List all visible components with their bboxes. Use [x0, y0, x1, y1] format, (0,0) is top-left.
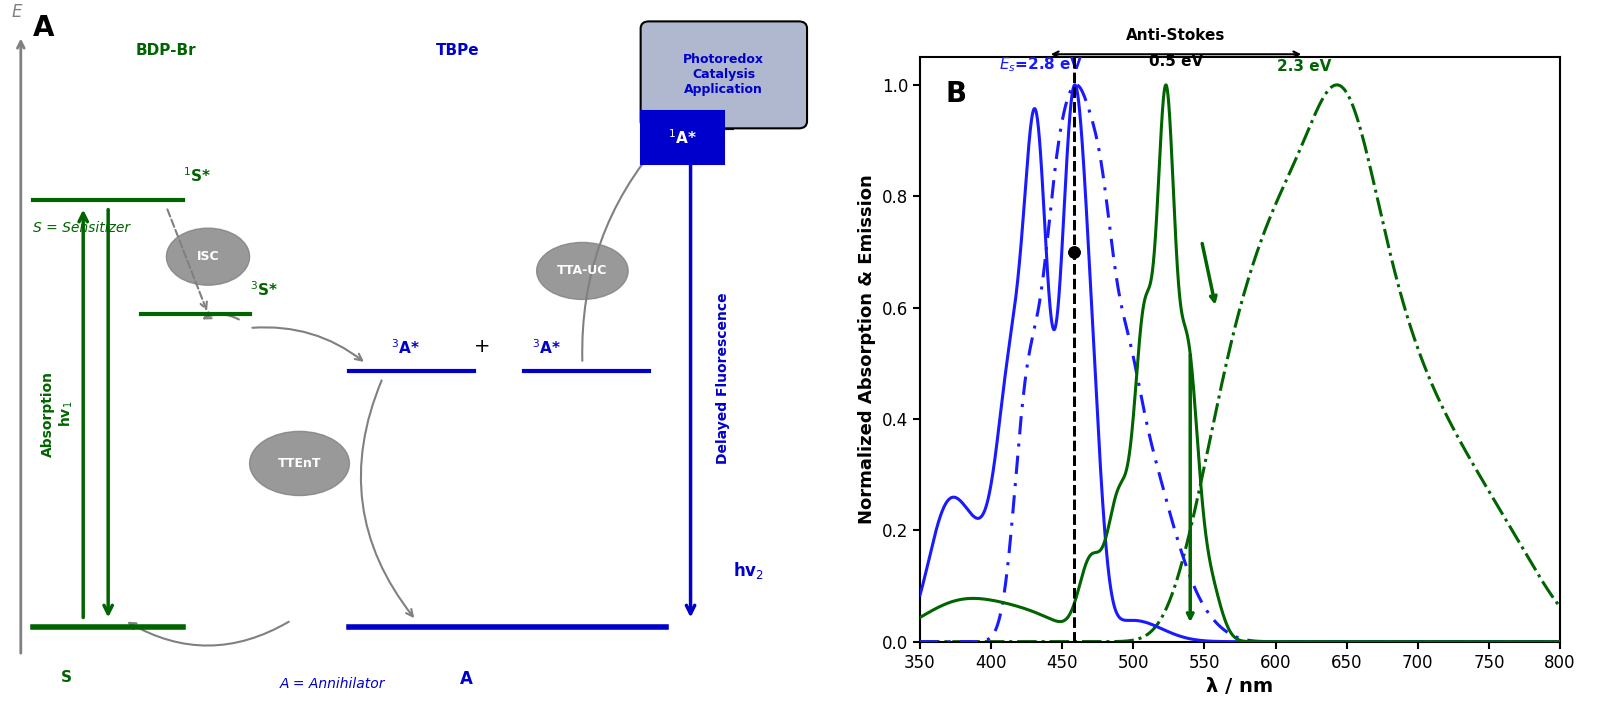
Text: E: E	[11, 4, 22, 21]
Text: TTA-UC: TTA-UC	[557, 265, 608, 277]
Text: A: A	[459, 670, 472, 688]
X-axis label: λ / nm: λ / nm	[1206, 677, 1274, 696]
FancyBboxPatch shape	[640, 111, 723, 164]
Text: $^3$A*: $^3$A*	[533, 338, 562, 356]
FancyBboxPatch shape	[640, 21, 806, 128]
Text: ISC: ISC	[197, 250, 219, 263]
Text: Delayed Fluorescence: Delayed Fluorescence	[715, 292, 730, 463]
Y-axis label: Normalized Absorption & Emission: Normalized Absorption & Emission	[858, 175, 877, 524]
Text: TBPe: TBPe	[435, 43, 480, 58]
Text: Absorption
hv$_1$: Absorption hv$_1$	[42, 371, 75, 456]
Ellipse shape	[250, 431, 349, 496]
Text: A = Annihilator: A = Annihilator	[280, 677, 386, 692]
Text: hv$_2$: hv$_2$	[733, 560, 765, 581]
Text: S = Sensitizer: S = Sensitizer	[34, 221, 131, 235]
Text: $^3$S*: $^3$S*	[250, 281, 278, 299]
Text: +: +	[474, 337, 491, 356]
Text: S: S	[61, 670, 72, 685]
Ellipse shape	[536, 242, 629, 299]
Text: 0.5 eV: 0.5 eV	[1149, 54, 1203, 69]
Text: B: B	[946, 81, 966, 108]
Ellipse shape	[166, 228, 250, 285]
Text: A: A	[34, 14, 54, 42]
Text: Anti-Stokes: Anti-Stokes	[1126, 28, 1226, 43]
Text: Photoredox
Catalysis
Application: Photoredox Catalysis Application	[683, 53, 765, 96]
Text: BDP-Br: BDP-Br	[136, 43, 197, 58]
Text: $E_s$=2.8 eV: $E_s$=2.8 eV	[998, 55, 1083, 73]
Text: $^1$A*: $^1$A*	[658, 103, 686, 121]
Text: $^1$A*: $^1$A*	[667, 128, 696, 147]
Text: $^1$S*: $^1$S*	[182, 167, 211, 185]
Text: 2.3 eV: 2.3 eV	[1277, 58, 1331, 73]
Text: $^3$A*: $^3$A*	[390, 338, 419, 356]
Text: TTEnT: TTEnT	[278, 457, 322, 470]
